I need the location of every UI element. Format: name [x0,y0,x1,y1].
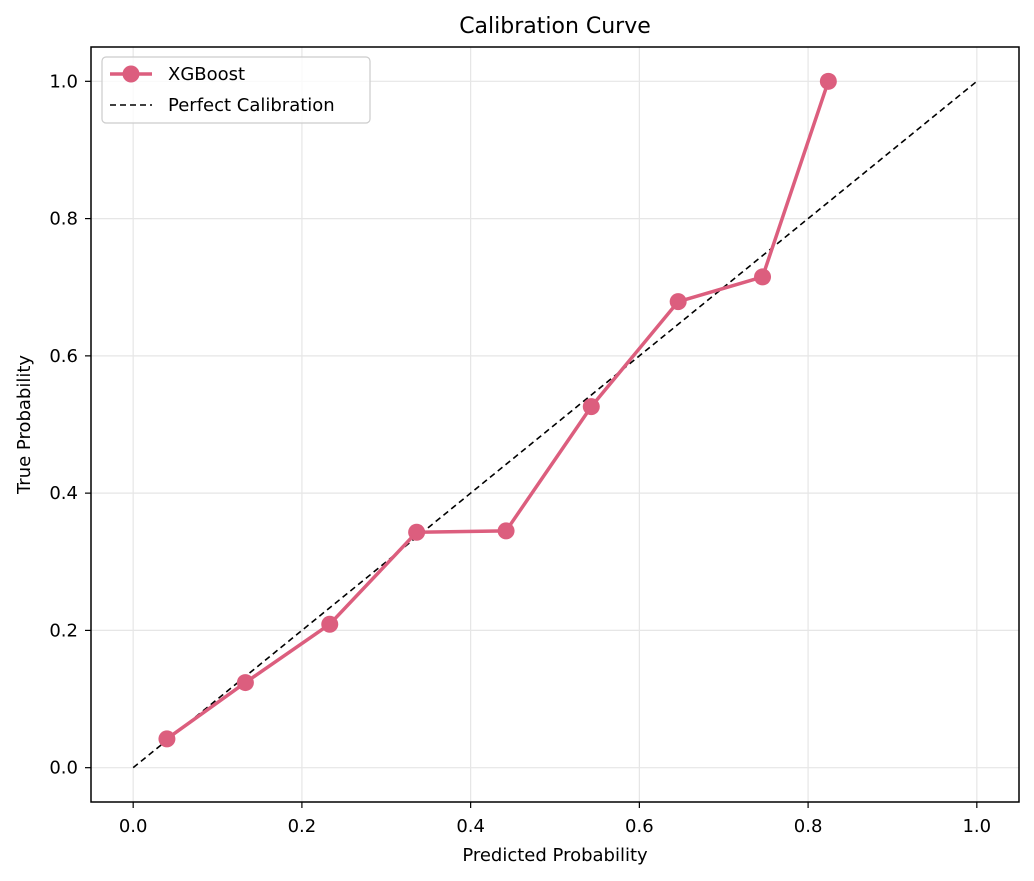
y-tick-label: 0.4 [49,483,78,504]
tick-layer: 0.0 0.2 0.4 0.6 0.8 1.0 0.0 0.2 0.4 0.6 0.8 1.0 [49,71,991,837]
y-axis-label: True Probability [14,355,35,495]
xgboost-point [669,293,687,311]
y-tick-label: 0.8 [49,209,78,230]
xgboost-point [754,268,772,286]
xgboost-point [158,730,176,748]
xgboost-point [408,523,426,541]
x-tick-label: 0.8 [794,816,823,837]
perfect-calibration-line [132,80,978,769]
xgboost-point [497,522,515,540]
legend-entries: XGBoost Perfect Calibration [110,64,335,116]
x-tick-label: 0.4 [456,816,485,837]
x-axis-label: Predicted Probability [462,845,648,866]
series-layer [132,72,978,769]
xgboost-point [582,398,600,416]
x-tick-label: 0.2 [288,816,317,837]
plot-frame [90,46,1020,803]
legend-swatch-marker [122,65,140,83]
x-tick-label: 0.0 [119,816,148,837]
legend: XGBoost Perfect Calibration [101,56,371,124]
x-tick-label: 0.6 [625,816,654,837]
xgboost-point [236,674,254,692]
legend-label: Perfect Calibration [168,95,335,116]
x-tick-label: 1.0 [962,816,991,837]
xgboost-point [321,615,339,633]
y-tick-label: 0.6 [49,346,78,367]
y-tick-label: 0.2 [49,620,78,641]
legend-label: XGBoost [168,64,245,85]
y-tick-label: 0.0 [49,758,78,779]
legend-box [101,56,371,124]
chart-title: Calibration Curve [459,14,651,39]
xgboost-point [819,72,837,90]
y-tick-label: 1.0 [49,71,78,92]
